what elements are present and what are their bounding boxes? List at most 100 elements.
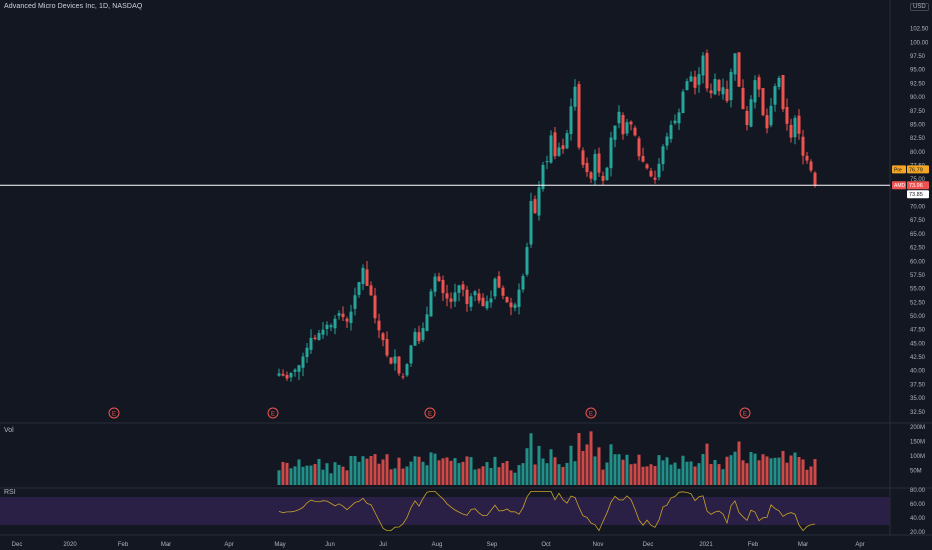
candle-body <box>773 86 777 105</box>
rsi-tick-label: 80.00 <box>910 488 926 494</box>
volume-bar <box>449 460 453 485</box>
candle-body <box>577 84 581 148</box>
earnings-marker-label: E <box>589 412 593 418</box>
candle-body <box>405 364 409 376</box>
candle-body <box>693 76 697 88</box>
candle-body <box>697 74 701 85</box>
volume-bar <box>801 459 805 485</box>
volume-bar <box>417 456 421 485</box>
candle-body <box>385 339 389 356</box>
currency-badge[interactable]: USD <box>910 3 929 11</box>
candle-body <box>453 292 457 302</box>
time-tick-label: 2021 <box>699 542 713 548</box>
volume-bar <box>389 469 393 485</box>
price-tick-label: 100.00 <box>910 40 929 46</box>
candle-body <box>533 199 537 214</box>
price-tick-label: 35.00 <box>910 396 926 402</box>
volume-bar <box>425 465 429 485</box>
candle-body <box>461 284 465 290</box>
volume-bar <box>601 469 605 485</box>
volume-bar <box>385 454 389 485</box>
candle-body <box>793 117 797 138</box>
price-tick-label: 40.00 <box>910 369 926 375</box>
volume-bar <box>741 460 745 485</box>
volume-bar <box>637 454 641 485</box>
candle-body <box>277 373 281 376</box>
volume-bar <box>357 461 361 485</box>
candle-body <box>417 332 421 342</box>
earnings-marker-label: E <box>112 412 116 418</box>
volume-bar <box>573 461 577 485</box>
volume-bar <box>565 462 569 485</box>
volume-bar <box>281 461 285 485</box>
volume-bar <box>753 453 757 485</box>
candle-body <box>585 162 589 173</box>
candle-body <box>621 115 625 135</box>
candle-body <box>789 124 793 138</box>
volume-bar <box>405 466 409 485</box>
candle-body <box>685 81 689 91</box>
candle-body <box>341 313 345 318</box>
price-tick-label: 57.50 <box>910 273 926 279</box>
volume-bar <box>645 466 649 485</box>
candle-body <box>521 276 525 290</box>
volume-bar <box>533 464 537 485</box>
volume-bar <box>653 466 657 485</box>
candle-body <box>641 156 645 162</box>
pre-market-price-tag <box>907 165 929 174</box>
pre-market-tag <box>892 165 906 174</box>
price-tick-label: 97.50 <box>910 54 926 60</box>
candle-body <box>365 269 369 286</box>
rsi-tick-label: 60.00 <box>910 502 926 508</box>
price-tick-label: 70.00 <box>910 205 926 211</box>
volume-bar <box>369 456 373 485</box>
candle-body <box>617 111 621 124</box>
time-tick-label: Apr <box>855 542 864 548</box>
volume-bar <box>473 469 477 485</box>
volume-bar <box>353 456 357 485</box>
candle-body <box>589 172 593 179</box>
volume-bar <box>609 444 613 485</box>
volume-bar <box>305 465 309 485</box>
volume-bar <box>689 461 693 485</box>
candle-body <box>497 276 501 288</box>
price-tick-label: 90.00 <box>910 95 926 101</box>
volume-bar <box>633 463 637 485</box>
volume-bar <box>437 460 441 485</box>
volume-bar <box>777 457 781 485</box>
candle-body <box>313 337 317 339</box>
symbol-tag <box>892 181 906 190</box>
volume-bar <box>373 454 377 485</box>
candle-body <box>613 125 617 140</box>
volume-bar <box>409 461 413 485</box>
candle-body <box>501 287 505 296</box>
volume-bar <box>341 466 345 485</box>
price-tick-label: 50.00 <box>910 314 926 320</box>
candle-body <box>477 293 481 301</box>
pre-market-tag-label: Pre <box>894 167 902 173</box>
candle-body <box>481 297 485 307</box>
volume-bar <box>297 459 301 485</box>
time-tick-label: Feb <box>748 542 759 548</box>
candle-body <box>549 135 553 163</box>
candle-body <box>701 55 705 76</box>
volume-bar <box>597 447 601 485</box>
time-tick-label: Sep <box>487 542 498 548</box>
candle-body <box>449 298 453 302</box>
volume-bar <box>365 458 369 485</box>
candle-body <box>373 295 377 319</box>
time-tick-label: Jul <box>379 542 387 548</box>
candle-body <box>457 285 461 293</box>
volume-bar <box>657 455 661 485</box>
volume-bar <box>697 463 701 485</box>
volume-bar <box>553 457 557 485</box>
candle-body <box>505 296 509 303</box>
volume-bar <box>693 466 697 485</box>
volume-bar <box>481 466 485 485</box>
candle-body <box>633 127 637 136</box>
price-tick-label: 67.50 <box>910 218 926 224</box>
candle-body <box>421 328 425 340</box>
candle-body <box>357 282 361 295</box>
